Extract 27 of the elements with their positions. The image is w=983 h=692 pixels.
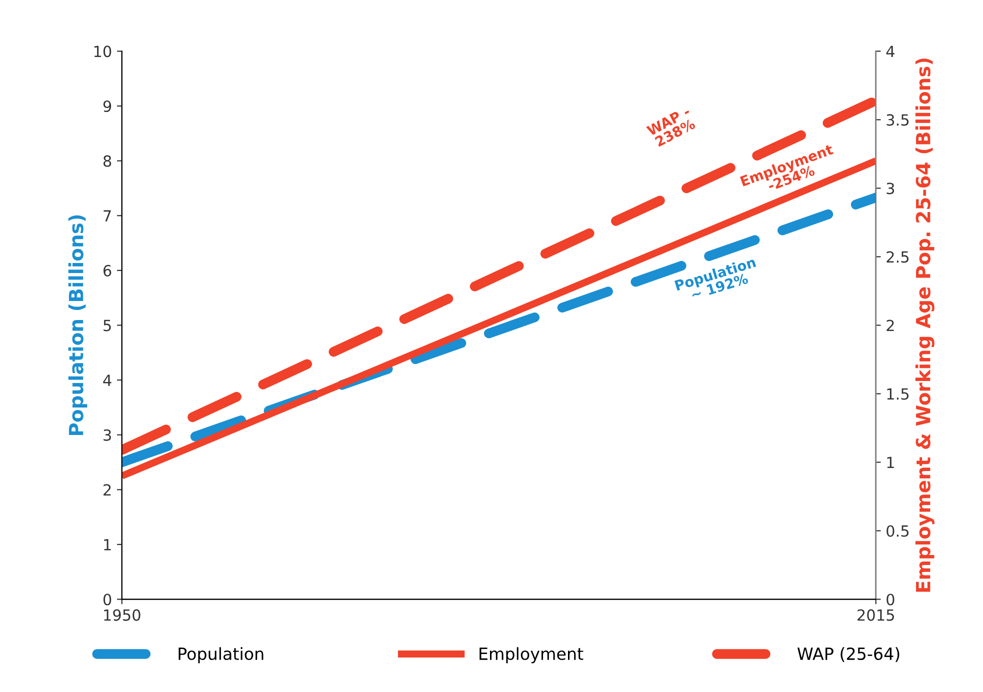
y-tick-label: 7 [104,210,111,222]
y2-tick-label: 2 [886,320,894,332]
y-tick-label: 2 [104,484,111,496]
y2-tick-label: 0 [886,594,894,606]
y2-tick-label: 1.5 [887,388,909,400]
y2-tick-label: 0.5 [886,525,909,537]
x-tick-label: 2015 [858,609,894,621]
y-tick-label: 0 [103,594,112,606]
y-tick-label: 1 [104,539,111,550]
y-tick-label: 5 [104,320,111,332]
legend-label: Employment [480,647,584,664]
y-tick-label: 9 [103,100,112,112]
y-tick-label: 4 [103,374,112,386]
y2-tick-label: 3 [886,182,894,194]
y-tick-label: 6 [104,264,112,276]
legend-label: WAP (25-64) [797,647,900,662]
y2-axis-title: Employment & Working Age Pop. 25-64 (Billions) [915,58,934,592]
y2-tick-label: 1 [887,456,894,468]
y-tick-label: 3 [104,429,111,441]
y2-tick-label: 2.5 [886,251,909,263]
y-tick-label: 8 [103,155,112,167]
x-tick-label: 1950 [104,609,140,621]
y-axis-title: Population (Billions) [68,215,88,436]
legend-label: Population [178,647,264,664]
y2-tick-label: 3.5 [886,114,909,126]
y2-tick-label: 4 [886,46,894,58]
y-tick-label: 10 [94,46,112,58]
